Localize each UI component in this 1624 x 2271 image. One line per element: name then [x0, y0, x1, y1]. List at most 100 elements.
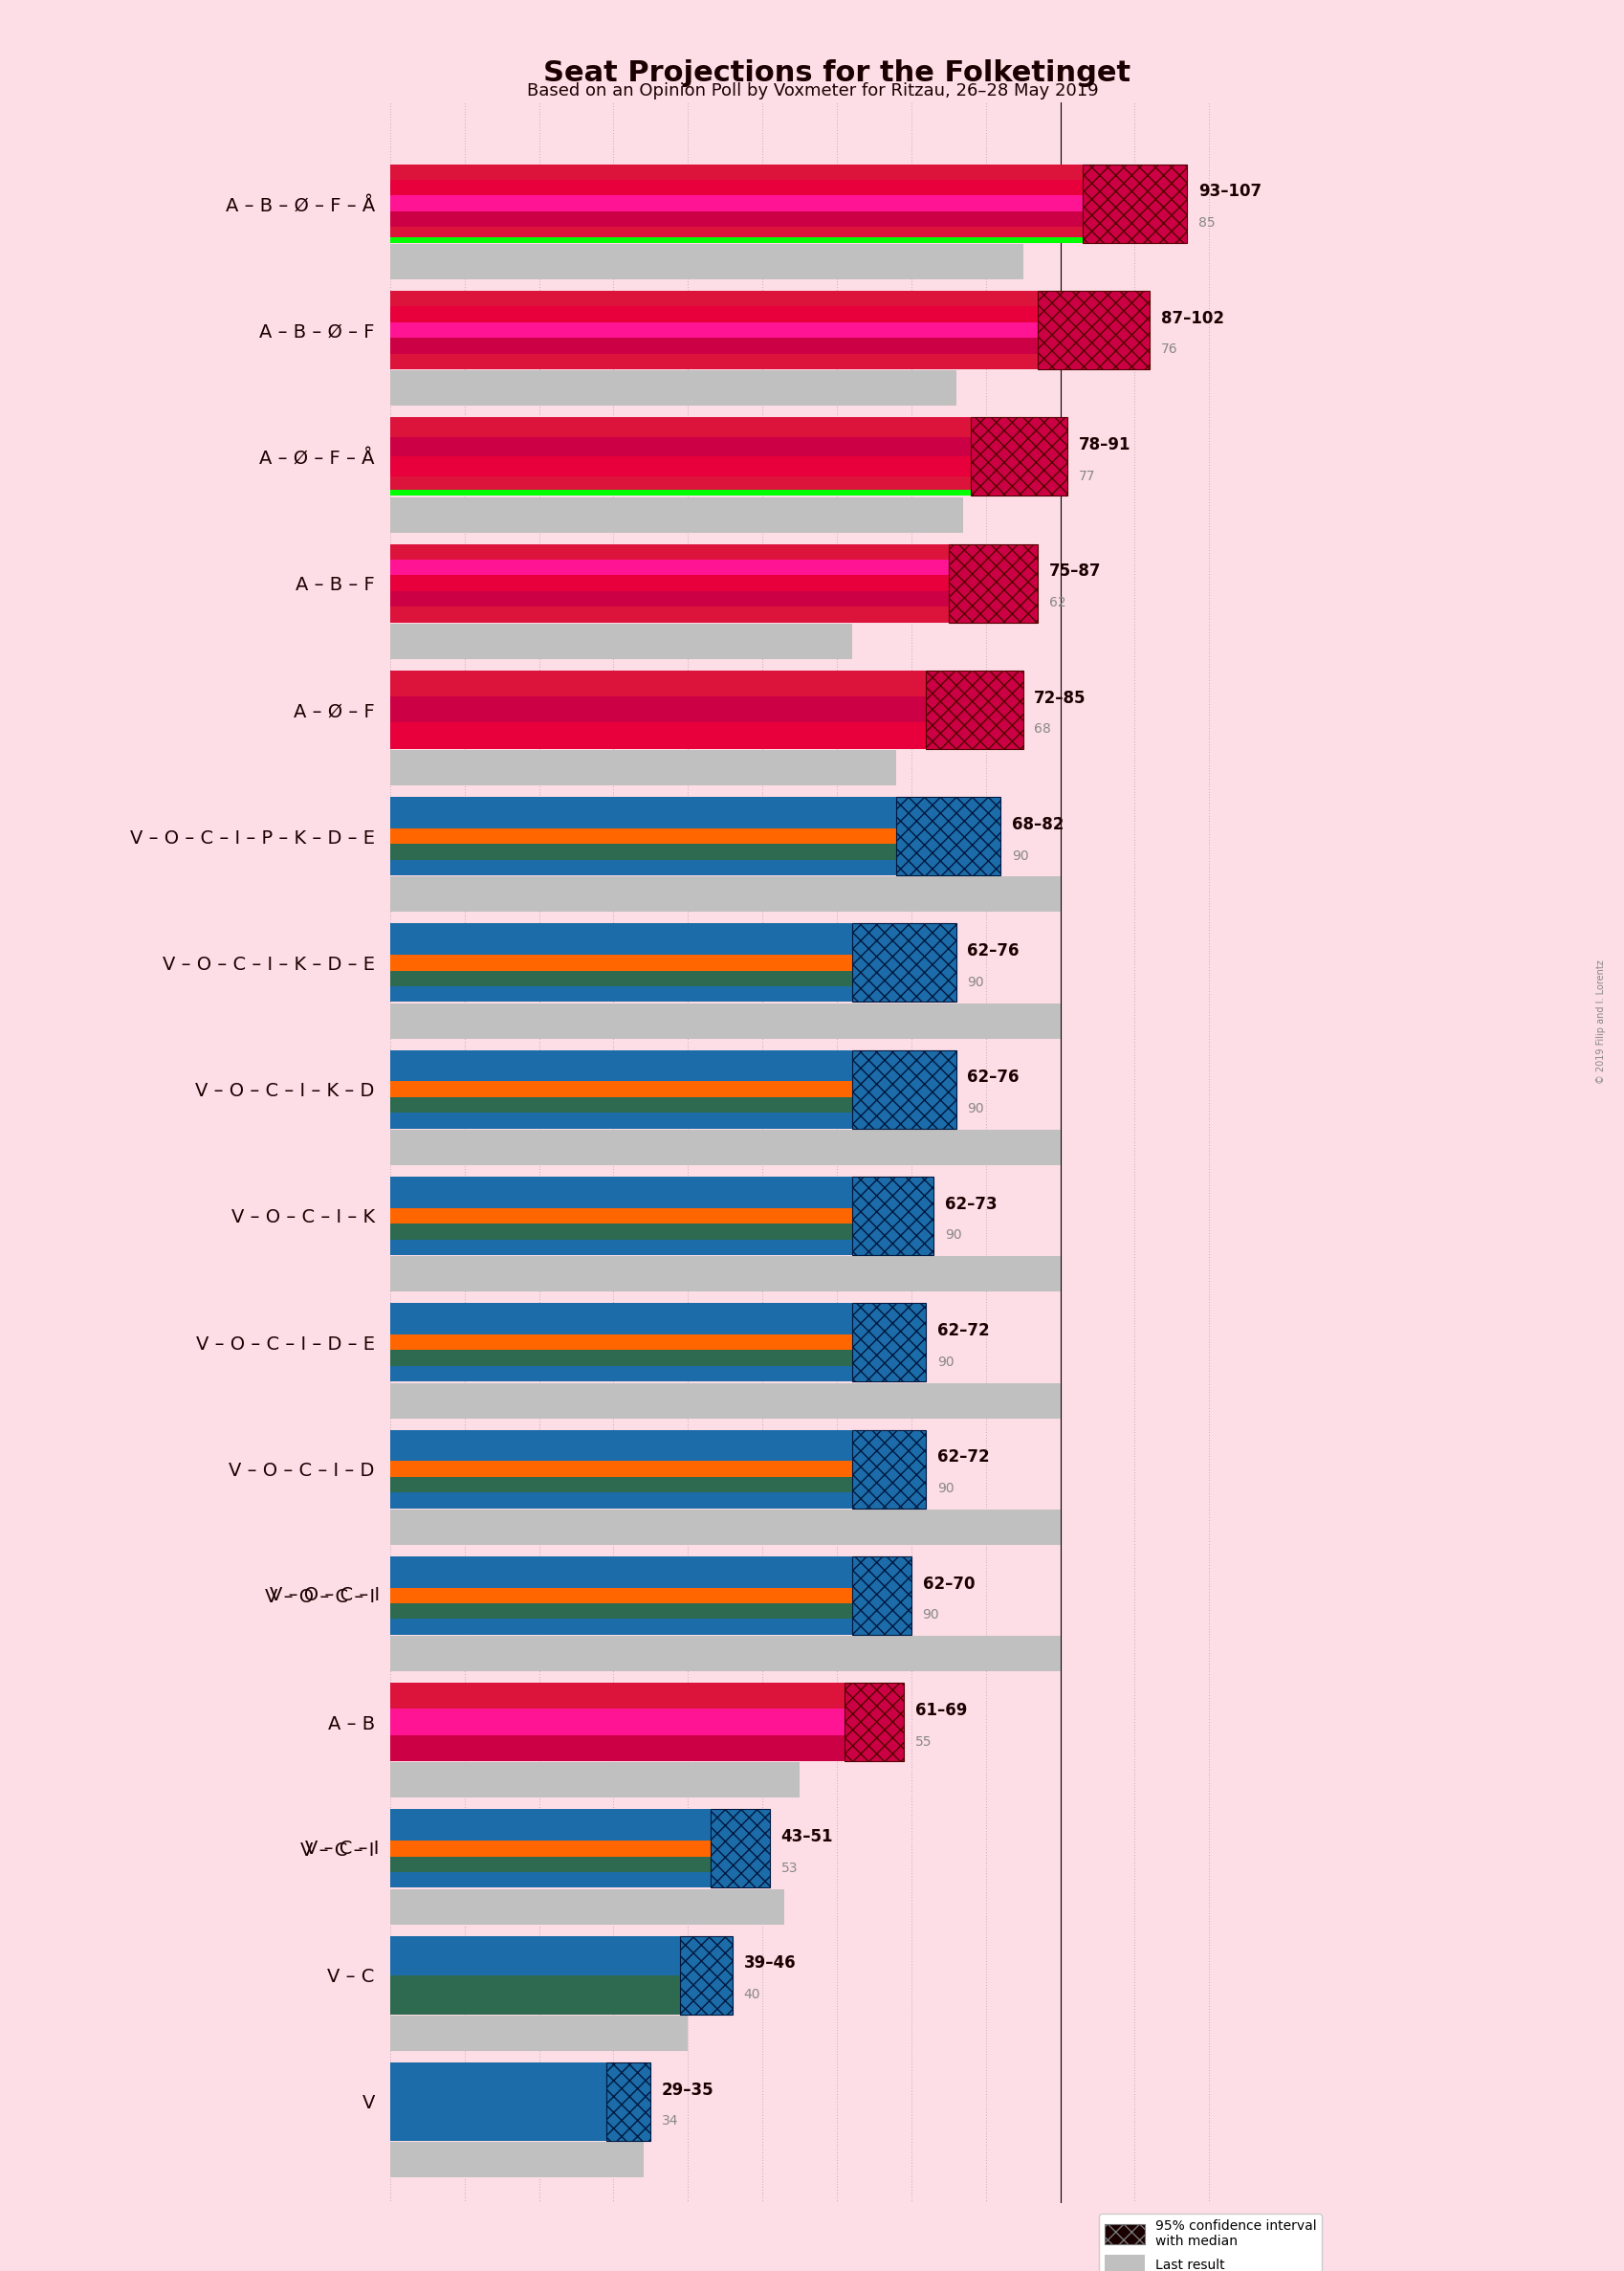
Text: 62–72: 62–72 — [937, 1449, 989, 1465]
Bar — [390, 575, 948, 590]
Bar — [851, 1556, 911, 1635]
Text: 85: 85 — [1197, 216, 1215, 229]
Bar — [390, 829, 896, 845]
Text: 62–76: 62–76 — [966, 1070, 1018, 1086]
Bar — [390, 1492, 851, 1508]
Bar — [390, 1383, 1059, 1419]
Bar — [390, 1256, 1059, 1292]
Bar — [390, 243, 1023, 279]
Text: 90: 90 — [937, 1356, 953, 1369]
Bar — [948, 543, 1038, 622]
Bar — [390, 497, 963, 531]
Bar — [390, 456, 970, 477]
Text: 55: 55 — [914, 1735, 931, 1749]
Bar — [710, 1810, 770, 1887]
Bar — [970, 418, 1067, 495]
Text: 61–69: 61–69 — [914, 1701, 966, 1719]
Title: Seat Projections for the Folketinget: Seat Projections for the Folketinget — [542, 59, 1130, 86]
Bar — [851, 1049, 955, 1129]
Bar — [390, 722, 926, 749]
Bar — [390, 291, 1038, 307]
Bar — [1082, 164, 1186, 243]
Bar — [390, 1097, 851, 1113]
Bar — [390, 606, 948, 622]
Bar — [390, 1826, 710, 1842]
Text: 87–102: 87–102 — [1160, 309, 1223, 327]
Bar — [390, 970, 851, 986]
Text: 90: 90 — [966, 1101, 984, 1115]
Bar — [390, 1889, 784, 1924]
Text: 62: 62 — [1049, 595, 1065, 609]
Bar — [390, 1603, 851, 1619]
Bar — [390, 1587, 851, 1603]
Bar — [390, 1208, 851, 1224]
Bar — [390, 1351, 851, 1365]
Bar — [390, 1635, 1059, 1671]
Bar — [390, 1762, 799, 1799]
Text: 72–85: 72–85 — [1033, 688, 1086, 706]
Text: 39–46: 39–46 — [744, 1955, 796, 1971]
Text: Based on an Opinion Poll by Voxmeter for Ritzau, 26–28 May 2019: Based on an Opinion Poll by Voxmeter for… — [526, 82, 1098, 100]
Bar — [390, 1460, 851, 1476]
Bar — [390, 590, 948, 606]
Bar — [390, 307, 1038, 322]
Bar — [390, 211, 1082, 227]
Bar — [390, 2142, 643, 2178]
Bar — [390, 1304, 851, 1319]
Bar — [390, 940, 851, 954]
Bar — [390, 1431, 851, 1444]
Bar — [390, 1476, 851, 1492]
Bar — [390, 436, 970, 456]
Bar — [390, 1081, 851, 1097]
Bar — [390, 986, 851, 1002]
Bar — [390, 1113, 851, 1129]
Bar — [390, 559, 948, 575]
Bar — [390, 2017, 687, 2051]
Bar — [390, 164, 1082, 179]
Bar — [390, 354, 1038, 370]
Bar — [390, 477, 970, 495]
Text: 90: 90 — [937, 1481, 953, 1494]
Bar — [390, 1240, 851, 1256]
Text: 62–70: 62–70 — [922, 1576, 974, 1592]
Bar — [390, 813, 896, 829]
Bar — [390, 845, 896, 861]
Bar — [390, 797, 896, 813]
Bar — [390, 924, 851, 940]
Bar — [390, 322, 1038, 338]
Text: 40: 40 — [744, 1987, 760, 2001]
Bar — [390, 1871, 710, 1887]
Text: © 2019 Filip and I. Lorentz: © 2019 Filip and I. Lorentz — [1595, 961, 1605, 1083]
Text: 93–107: 93–107 — [1197, 184, 1260, 200]
Bar — [680, 1935, 732, 2014]
Bar — [390, 697, 926, 722]
Text: V – O – C – I: V – O – C – I — [270, 1587, 378, 1606]
Bar — [851, 1431, 926, 1508]
Bar — [896, 797, 1000, 874]
Bar — [390, 1224, 851, 1240]
Bar — [390, 1572, 851, 1587]
Text: 68–82: 68–82 — [1012, 815, 1064, 833]
Bar — [390, 1619, 851, 1635]
Text: 77: 77 — [1078, 470, 1095, 484]
Text: 43–51: 43–51 — [781, 1828, 833, 1846]
Text: V – C – I: V – C – I — [305, 1840, 378, 1858]
Bar — [390, 491, 970, 495]
Bar — [851, 924, 955, 1002]
Bar — [390, 1444, 851, 1460]
Bar — [390, 236, 1082, 243]
Bar — [390, 625, 851, 659]
Bar — [851, 1176, 934, 1256]
Bar — [390, 179, 1082, 195]
Bar — [390, 670, 926, 697]
Bar — [390, 1842, 710, 1855]
Bar — [390, 1556, 851, 1572]
Bar — [390, 1708, 844, 1735]
Text: 53: 53 — [781, 1862, 797, 1876]
Bar — [390, 1004, 1059, 1038]
Bar — [844, 1683, 903, 1762]
Bar — [390, 1855, 710, 1871]
Bar — [390, 1365, 851, 1381]
Text: 68: 68 — [1033, 722, 1051, 736]
Bar — [1038, 291, 1148, 370]
